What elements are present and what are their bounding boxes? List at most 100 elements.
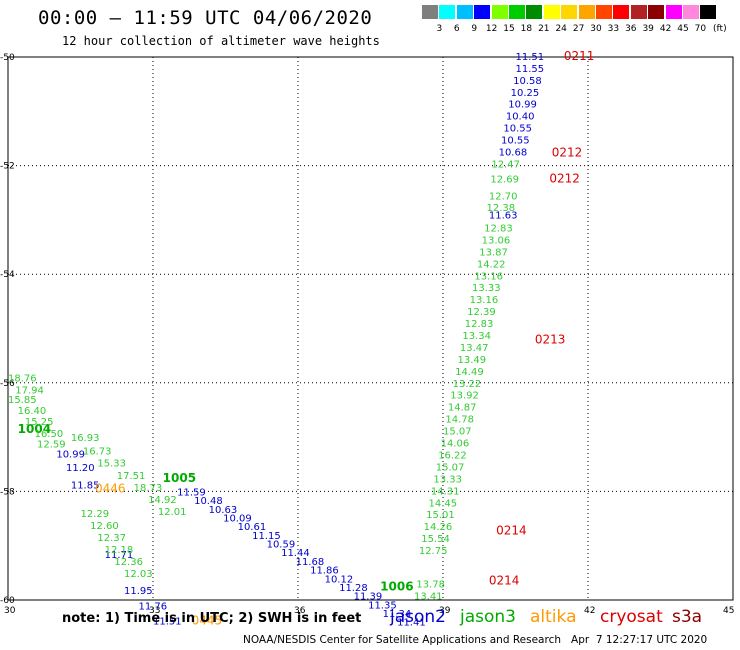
y-tick-label: -54 xyxy=(0,270,15,280)
data-label-light-green: 16.50 xyxy=(35,429,64,440)
data-label-s3a: 0214 xyxy=(496,523,527,537)
data-label-light-green: 12.39 xyxy=(467,307,496,318)
colorbar-label: 70 xyxy=(694,24,707,34)
data-label-jason2: 11.71 xyxy=(105,550,134,561)
legend-item-altika: altika xyxy=(530,607,577,627)
data-label-light-green: 14.87 xyxy=(448,403,477,414)
colorbar-label: 6 xyxy=(453,24,460,34)
data-label-altika: 0446 xyxy=(95,482,126,496)
colorbar-cell xyxy=(474,5,491,19)
data-label-jason2: 10.99 xyxy=(508,100,537,111)
data-label-light-green: 14.06 xyxy=(441,439,470,450)
data-label-jason2: 11.59 xyxy=(177,487,206,498)
data-label-light-green: 13.49 xyxy=(458,355,487,366)
data-label-light-green: 12.83 xyxy=(465,319,494,330)
data-label-jason2: 11.76 xyxy=(139,601,168,612)
data-label-jason2: 10.63 xyxy=(209,505,238,516)
colorbar-label: 45 xyxy=(677,24,689,34)
colorbar-cell xyxy=(700,5,717,19)
data-label-jason2: 11.55 xyxy=(516,64,545,75)
data-label-light-green: 13.78 xyxy=(416,580,445,591)
colorbar-cell xyxy=(578,5,595,19)
data-label-light-green: 12.38 xyxy=(487,203,516,214)
data-label-light-green: 14.49 xyxy=(455,367,484,378)
data-label-jason2: 11.85 xyxy=(71,480,100,491)
data-label-jason2: 11.51 xyxy=(516,52,545,63)
colorbar-cell xyxy=(561,5,578,19)
data-label-jason2: 10.61 xyxy=(238,522,267,533)
data-label-jason2: 10.55 xyxy=(501,136,530,147)
data-label-s3a: 0211 xyxy=(564,49,595,63)
colorbar-cell xyxy=(456,5,473,19)
data-label-light-green: 13.16 xyxy=(474,271,503,282)
legend-item-s3a: s3a xyxy=(672,607,703,627)
data-label-jason3: 1005 xyxy=(163,471,196,485)
footer-credit: NOAA/NESDIS Center for Satellite Applica… xyxy=(243,634,708,646)
data-label-jason2: 11.86 xyxy=(310,566,339,577)
legend-item-jason2: jason2 xyxy=(390,607,446,627)
colorbar-label: 9 xyxy=(471,24,478,34)
data-label-light-green: 14.22 xyxy=(477,259,506,270)
colorbar-unit: (ft) xyxy=(713,24,727,34)
data-label-jason2: 11.95 xyxy=(124,586,153,597)
data-label-light-green: 14.45 xyxy=(429,498,458,509)
data-label-light-green: 15.07 xyxy=(443,427,472,438)
y-tick-label: -52 xyxy=(0,162,15,172)
data-label-light-green: 17.94 xyxy=(15,385,44,396)
data-label-s3a: 0214 xyxy=(489,573,520,587)
data-label-light-green: 14.92 xyxy=(148,495,177,506)
data-label-jason2: 11.63 xyxy=(489,210,518,221)
colorbar-cell xyxy=(439,5,456,19)
colorbar-cell xyxy=(648,5,665,19)
data-label-light-green: 16.73 xyxy=(83,447,112,458)
data-label-jason2: 10.59 xyxy=(267,540,296,551)
colorbar-cell xyxy=(526,5,543,19)
data-label-light-green: 15.54 xyxy=(421,534,450,545)
data-label-light-green: 16.93 xyxy=(71,433,100,444)
colorbar-cell xyxy=(665,5,682,19)
data-label-light-green: 12.37 xyxy=(97,533,126,544)
data-label-jason2: 11.68 xyxy=(296,557,325,568)
data-label-light-green: 15.07 xyxy=(436,462,465,473)
data-label-light-green: 12.69 xyxy=(490,175,519,186)
data-label-light-green: 14.78 xyxy=(445,415,474,426)
x-tick-label: 36 xyxy=(294,606,306,616)
data-label-s3a: 0212 xyxy=(552,146,583,160)
data-label-light-green: 13.92 xyxy=(450,391,479,402)
data-label-light-green: 14.26 xyxy=(424,522,453,533)
data-label-light-green: 13.87 xyxy=(479,247,508,258)
data-label-jason2: 11.28 xyxy=(339,583,368,594)
colorbar-label: 12 xyxy=(485,24,498,34)
data-label-jason2: 10.12 xyxy=(325,574,354,585)
x-tick-label: 39 xyxy=(439,606,451,616)
colorbar-label: 18 xyxy=(520,24,533,34)
data-label-light-green: 12.83 xyxy=(484,224,513,235)
data-label-s3a: 0213 xyxy=(535,332,566,346)
colorbar-cell xyxy=(491,5,508,19)
data-label-light-green: 18.76 xyxy=(8,373,37,384)
data-label-light-green: 12.36 xyxy=(114,557,143,568)
y-tick-label: -58 xyxy=(0,487,15,497)
data-label-jason2: 11.34 xyxy=(383,609,412,620)
data-label-light-green: 13.34 xyxy=(462,331,491,342)
data-label-jason2: 10.09 xyxy=(223,513,252,524)
colorbar-cell xyxy=(613,5,630,19)
data-label-light-green: 15.01 xyxy=(426,510,455,521)
colorbar-cell xyxy=(683,5,699,19)
data-label-light-green: 18.73 xyxy=(134,483,163,494)
colorbar-label: 24 xyxy=(555,24,567,34)
data-label-light-green: 15.25 xyxy=(25,417,54,428)
data-label-light-green: 13.47 xyxy=(460,343,489,354)
data-label-light-green: 13.41 xyxy=(414,592,443,603)
data-label-jason2: 11.20 xyxy=(66,463,95,474)
data-label-light-green: 13.16 xyxy=(470,295,499,306)
data-label-jason2: 11.41 xyxy=(397,618,426,629)
y-tick-label: -56 xyxy=(0,379,15,389)
data-label-s3a: 0212 xyxy=(549,172,580,186)
data-label-jason2: 10.40 xyxy=(506,112,535,123)
data-label-jason2: 10.48 xyxy=(194,496,223,507)
colorbar-label: 33 xyxy=(607,24,620,34)
data-label-light-green: 13.06 xyxy=(482,235,511,246)
data-label-light-green: 12.29 xyxy=(81,509,110,520)
